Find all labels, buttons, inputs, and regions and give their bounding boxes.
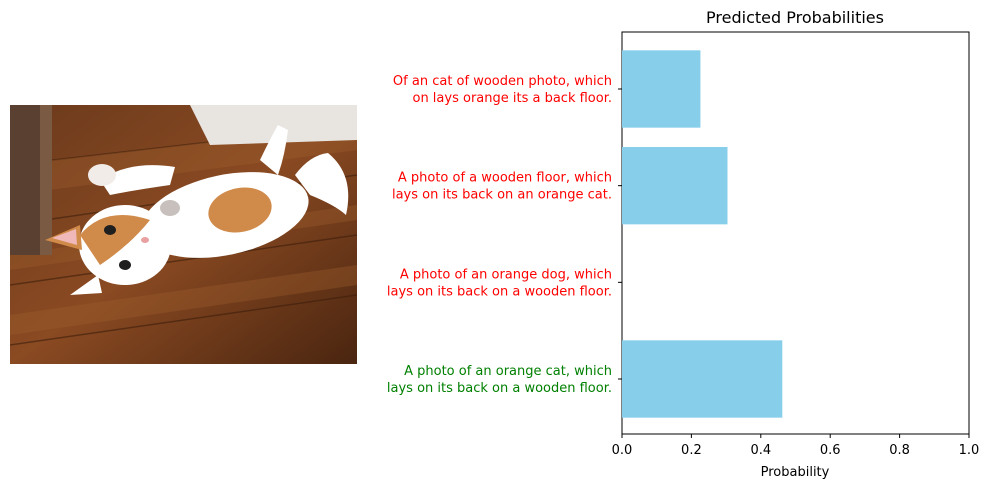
x-tick-label: 0.0 xyxy=(612,443,633,458)
x-axis-label: Probability xyxy=(761,465,830,480)
y-tick-label: A photo of a wooden floor, which lays on … xyxy=(392,171,612,203)
x-tick-label: 0.2 xyxy=(681,443,702,458)
y-tick-label-line: lays on its back on a wooden floor. xyxy=(387,284,612,299)
bar xyxy=(622,340,783,418)
y-tick-label-line: lays on its back on an orange cat. xyxy=(392,188,612,203)
x-tick-label: 1.0 xyxy=(959,443,980,458)
y-tick-label: A photo of an orange cat, which lays on i… xyxy=(387,364,612,396)
cat-photo xyxy=(10,105,357,364)
y-tick-label-line: Of an cat of wooden photo, which xyxy=(393,74,612,89)
plot-frame xyxy=(621,31,970,435)
y-tick-label: A photo of an orange dog, which lays on i… xyxy=(387,267,612,299)
y-tick-label-line: lays on its back on a wooden floor. xyxy=(387,381,612,396)
y-tick-label-line: on lays orange its a back floor. xyxy=(412,91,612,106)
y-tick-label-line: A photo of an orange cat, which xyxy=(404,364,612,379)
y-tick-label: Of an cat of wooden photo, which on lays … xyxy=(393,74,612,106)
x-tick-label: 0.4 xyxy=(750,443,771,458)
x-tick-label: 0.8 xyxy=(889,443,910,458)
y-tick-label-line: A photo of a wooden floor, which xyxy=(398,171,612,186)
x-tick-label: 0.6 xyxy=(820,443,841,458)
bar xyxy=(622,147,728,225)
bar xyxy=(622,50,701,128)
chart-title: Predicted Probabilities xyxy=(706,8,884,27)
y-tick-label-line: A photo of an orange dog, which xyxy=(400,267,612,282)
